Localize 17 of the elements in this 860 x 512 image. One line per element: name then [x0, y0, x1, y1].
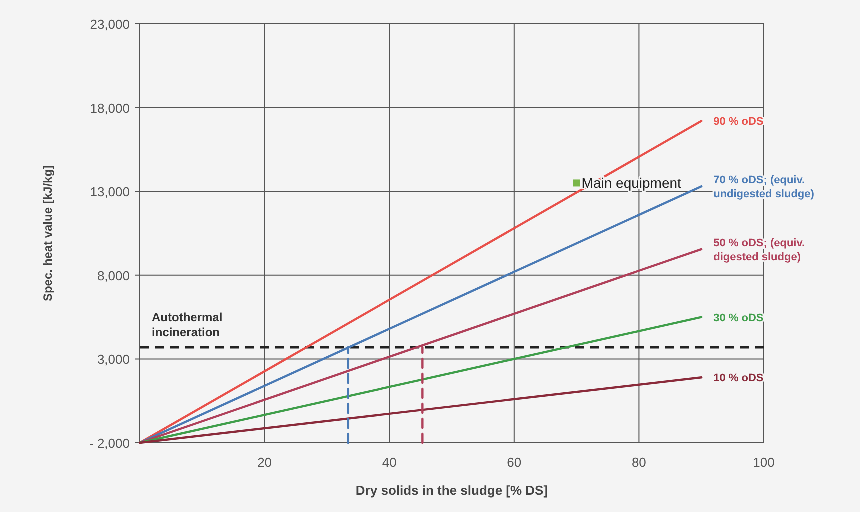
x-tick-label: 20 [258, 455, 272, 470]
y-axis-title: Spec. heat value [kJ/kg] [41, 165, 55, 302]
x-tick-label: 40 [382, 455, 397, 470]
series-label: 90 % oDS [714, 116, 764, 128]
y-tick-label: - 2,000 [90, 436, 130, 451]
x-axis-title: Dry solids in the sludge [% DS] [356, 483, 548, 498]
x-tick-label: 80 [632, 455, 646, 470]
y-tick-label: 3,000 [97, 352, 130, 368]
y-tick-label: 23,000 [90, 17, 130, 32]
y-tick-label: 8,000 [97, 268, 130, 284]
y-tick-label: 13,000 [90, 184, 130, 200]
x-tick-label: 60 [507, 455, 522, 470]
series-label: 10 % oDS [714, 372, 764, 385]
series-label: 30 % oDS [714, 312, 764, 324]
ref-line-label: Autothermal incineration [152, 310, 223, 340]
y-tick-label: 18,000 [90, 100, 130, 116]
x-tick-label: 100 [753, 455, 775, 470]
